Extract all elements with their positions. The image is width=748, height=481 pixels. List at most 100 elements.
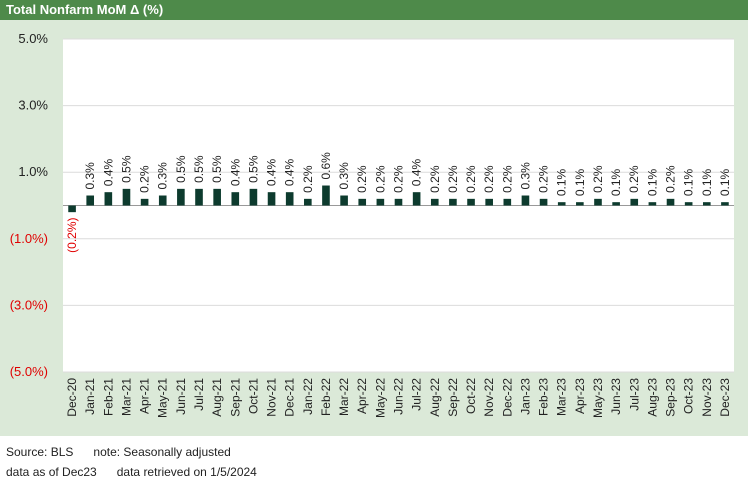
data-label: 0.2% bbox=[591, 165, 605, 193]
data-label: 0.5% bbox=[174, 155, 188, 183]
data-label: 0.2% bbox=[664, 165, 678, 193]
bar bbox=[539, 198, 548, 206]
data-label: 0.3% bbox=[337, 162, 351, 190]
bar bbox=[594, 198, 602, 206]
y-tick-label: 1.0% bbox=[18, 164, 48, 179]
data-label: 0.2% bbox=[392, 165, 406, 193]
x-tick-label: Jun-22 bbox=[392, 378, 406, 415]
data-label: 0.2% bbox=[138, 165, 152, 193]
data-label: 0.3% bbox=[83, 162, 97, 190]
x-tick-label: Mar-23 bbox=[555, 378, 569, 416]
bar bbox=[249, 188, 258, 206]
bar bbox=[322, 185, 330, 206]
bar bbox=[285, 192, 294, 206]
x-tick-label: Mar-22 bbox=[337, 378, 351, 416]
bar bbox=[702, 202, 711, 206]
x-tick-label: Jul-21 bbox=[192, 378, 206, 411]
x-tick-label: Feb-21 bbox=[101, 378, 115, 416]
x-tick-label: Dec-22 bbox=[500, 378, 514, 417]
x-tick-label: Nov-21 bbox=[265, 378, 279, 417]
bar bbox=[86, 195, 95, 206]
bar bbox=[231, 192, 240, 206]
bar bbox=[122, 188, 131, 206]
data-label: 0.4% bbox=[410, 158, 424, 186]
x-tick-label: Sep-21 bbox=[228, 378, 242, 417]
data-label: 0.2% bbox=[627, 165, 641, 193]
bar bbox=[576, 202, 584, 206]
bar bbox=[267, 192, 276, 206]
bar bbox=[195, 188, 203, 206]
x-tick-label: Mar-21 bbox=[119, 378, 133, 416]
x-tick-label: Sep-23 bbox=[664, 378, 678, 417]
source-text: Source: BLS bbox=[6, 445, 74, 459]
data-label: 0.1% bbox=[718, 168, 732, 196]
bar bbox=[340, 195, 348, 206]
data-label: 0.6% bbox=[319, 152, 333, 180]
x-tick-label: Apr-22 bbox=[355, 378, 369, 414]
bar bbox=[521, 195, 530, 206]
x-tick-label: May-21 bbox=[156, 378, 170, 418]
note-text: note: Seasonally adjusted bbox=[93, 445, 231, 459]
data-label: 0.2% bbox=[428, 165, 442, 193]
bar bbox=[430, 198, 439, 206]
data-label: 0.2% bbox=[355, 165, 369, 193]
x-tick-label: Feb-23 bbox=[537, 378, 551, 416]
bar bbox=[177, 188, 185, 206]
data-label: 0.1% bbox=[555, 168, 569, 196]
data-label: 0.1% bbox=[700, 168, 714, 196]
x-tick-label: Apr-21 bbox=[138, 378, 152, 414]
bar bbox=[376, 198, 385, 206]
data-label: 0.4% bbox=[265, 158, 279, 186]
data-label: 0.2% bbox=[464, 165, 478, 193]
footer-line-2: data as of Dec23 data retrieved on 1/5/2… bbox=[6, 465, 257, 479]
data-label: 0.2% bbox=[482, 165, 496, 193]
x-tick-label: Oct-23 bbox=[682, 378, 696, 414]
x-tick-label: Jun-21 bbox=[174, 378, 188, 415]
bar bbox=[485, 198, 493, 206]
bar bbox=[449, 198, 457, 206]
chart-title: Total Nonfarm MoM Δ (%) bbox=[6, 2, 164, 17]
bar bbox=[630, 198, 639, 206]
as-of-text: data as of Dec23 bbox=[6, 465, 97, 479]
x-tick-label: May-22 bbox=[373, 378, 387, 418]
x-tick-label: Nov-22 bbox=[482, 378, 496, 417]
data-label: 0.1% bbox=[609, 168, 623, 196]
y-tick-label: 5.0% bbox=[18, 31, 48, 46]
bar-chart: 5.0% 3.0% 1.0% (1.0%) (3.0%) (5.0%) (0.2%) Dec-… bbox=[10, 31, 734, 418]
x-tick-label: Jan-21 bbox=[83, 378, 97, 415]
x-tick-label: Dec-20 bbox=[65, 378, 79, 417]
bar bbox=[304, 198, 312, 206]
data-label: 0.4% bbox=[283, 158, 297, 186]
x-tick-label: Aug-21 bbox=[210, 378, 224, 417]
x-tick-label: Dec-21 bbox=[283, 378, 297, 417]
data-label: 0.2% bbox=[500, 165, 514, 193]
data-label: 0.2% bbox=[301, 165, 315, 193]
bar bbox=[358, 198, 367, 206]
data-label: 0.5% bbox=[119, 155, 133, 183]
bar bbox=[666, 198, 675, 206]
y-tick-label: (5.0%) bbox=[10, 364, 48, 379]
footer-line-1: Source: BLS note: Seasonally adjusted bbox=[6, 445, 231, 459]
x-tick-label: Dec-23 bbox=[718, 378, 732, 417]
x-tick-label: May-23 bbox=[591, 378, 605, 418]
data-label: 0.1% bbox=[645, 168, 659, 196]
bar bbox=[104, 192, 113, 206]
data-label: 0.4% bbox=[228, 158, 242, 186]
data-label: 0.2% bbox=[446, 165, 460, 193]
data-label: 0.2% bbox=[373, 165, 387, 193]
data-label: 0.1% bbox=[573, 168, 587, 196]
data-label: 0.3% bbox=[518, 162, 532, 190]
bar bbox=[68, 205, 76, 213]
y-tick-label: (3.0%) bbox=[10, 297, 48, 312]
data-label: (0.2%) bbox=[65, 217, 79, 252]
y-tick-label: 3.0% bbox=[18, 98, 48, 113]
bar bbox=[612, 202, 620, 206]
bar bbox=[158, 195, 167, 206]
x-tick-label: Jul-23 bbox=[627, 378, 641, 411]
x-tick-label: Sep-22 bbox=[446, 378, 460, 417]
bar bbox=[412, 192, 421, 206]
x-tick-label: Apr-23 bbox=[573, 378, 587, 414]
bar bbox=[394, 198, 403, 206]
x-tick-label: Jul-22 bbox=[410, 378, 424, 411]
